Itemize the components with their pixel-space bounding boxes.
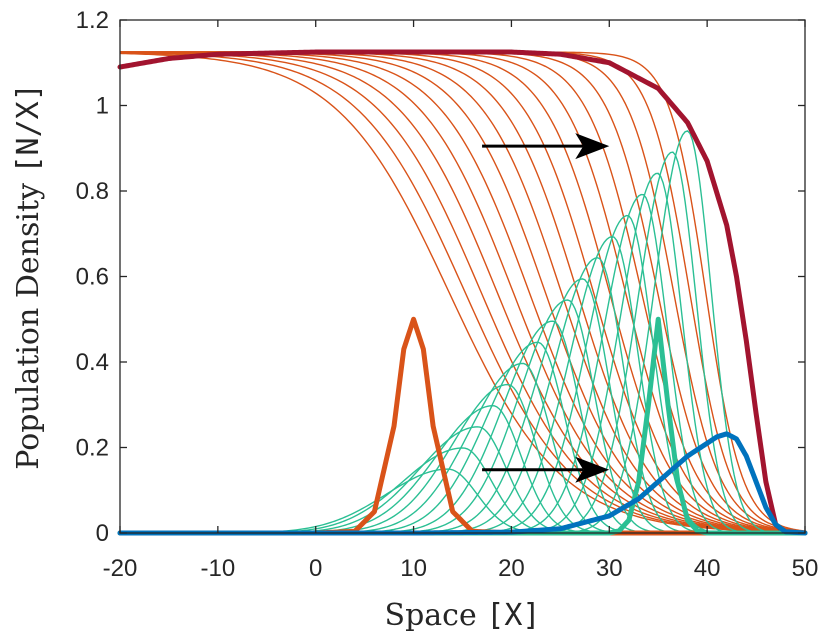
ticks-layer: -20 -10 0 10 20 30 40 50 0 0.2 0.4 0.6 0.8 1 1.2 (76, 7, 819, 582)
orange-intermediate-curve (120, 51, 806, 533)
x-tick-label: 10 (400, 555, 427, 582)
arrow-2 (482, 456, 610, 483)
x-tick-label: 50 (792, 555, 819, 582)
orange-intermediate-curve (120, 51, 806, 533)
y-tick-label: 0.6 (76, 264, 109, 291)
teal-intermediate-curve (120, 341, 805, 534)
orange-intermediate-curve (119, 51, 806, 533)
orange-intermediate-curve (120, 51, 806, 533)
arrows-layer (482, 133, 610, 483)
orange-intermediate-curve (120, 51, 806, 533)
y-tick-label: 0 (96, 520, 109, 547)
y-axis-label-unit: [N/X] (11, 83, 46, 173)
x-tick-label: -10 (201, 555, 236, 582)
y-tick-label: 1 (96, 93, 109, 120)
axes-box (119, 19, 806, 534)
teal-intermediate-curve (120, 130, 805, 534)
x-axis-label: Space [X] (385, 598, 541, 633)
orange-intermediate-curve (120, 51, 806, 532)
orange-intermediate-curve (120, 51, 806, 533)
x-axis-label-text: Space (385, 598, 487, 633)
x-tick-label: 30 (596, 555, 623, 582)
y-tick-label: 0.4 (76, 349, 109, 376)
teal-intermediate-curve (120, 383, 805, 534)
orange-intermediate-curve (120, 51, 806, 533)
teal-intermediate-curve (120, 257, 805, 534)
y-tick-label: 0.8 (76, 178, 109, 205)
orange-intermediate-curve (119, 51, 806, 533)
y-tick-label: 0.2 (76, 435, 109, 462)
y-axis-label: Population Density [N/X] (11, 83, 46, 470)
arrow-head (575, 133, 610, 160)
x-tick-label: 0 (309, 555, 322, 582)
x-axis-label-unit: [X] (486, 598, 540, 633)
curves-layer (117, 49, 808, 536)
orange-intermediate-curve (120, 51, 806, 533)
orange-intermediate-curve (119, 51, 806, 533)
orange-intermediate-curve (120, 51, 806, 533)
orange-intermediate-curve (120, 51, 806, 533)
crimson-final-profile-curve (117, 49, 808, 536)
arrow-1 (482, 133, 610, 160)
orange-intermediate-curve (120, 51, 806, 532)
y-tick-label: 1.2 (76, 7, 109, 34)
orange-intermediate-curve (120, 51, 806, 533)
y-axis-label-text: Population Density (11, 174, 46, 470)
teal-intermediate-curve (120, 235, 805, 534)
teal-intermediate-curve (120, 278, 805, 534)
arrow-head (575, 456, 610, 483)
x-tick-label: 20 (498, 555, 525, 582)
orange-intermediate-curve (119, 52, 806, 533)
x-tick-label: 40 (694, 555, 721, 582)
x-tick-label: -20 (103, 555, 138, 582)
orange-intermediate-curve (119, 52, 806, 533)
